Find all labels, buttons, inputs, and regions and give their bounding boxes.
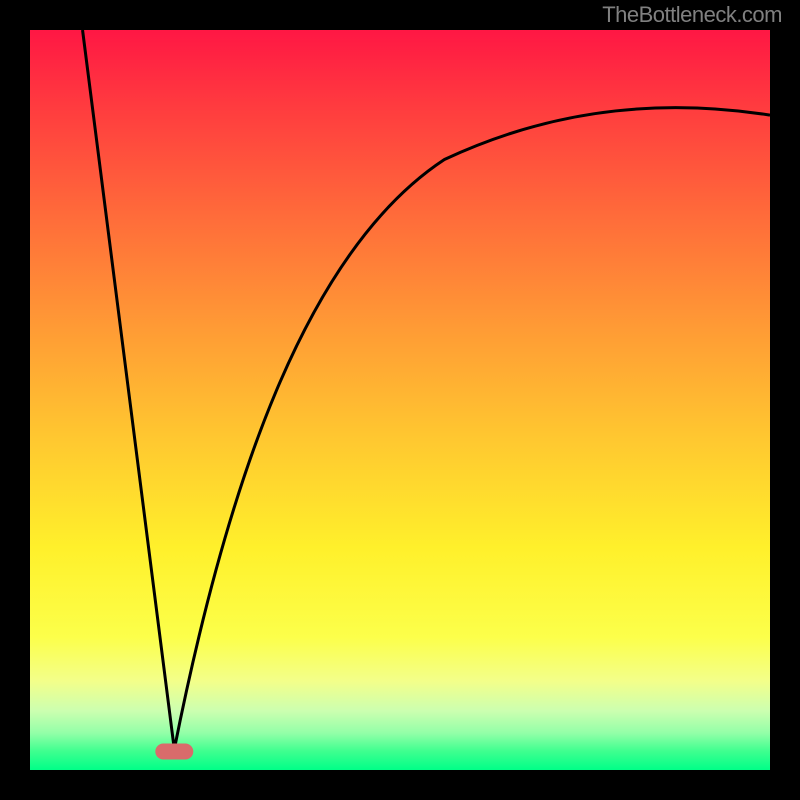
chart-container: TheBottleneck.com	[0, 0, 800, 800]
bottleneck-chart	[0, 0, 800, 800]
attribution-text: TheBottleneck.com	[602, 2, 782, 28]
plot-gradient-background	[30, 30, 770, 770]
vertex-marker	[155, 744, 193, 760]
